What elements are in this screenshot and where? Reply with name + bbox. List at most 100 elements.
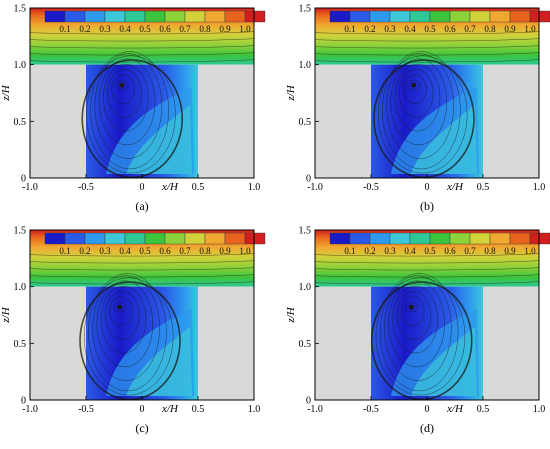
colorbar-swatch <box>489 10 511 23</box>
streamline <box>379 273 459 392</box>
x-tick-label: -0.5 <box>78 182 94 193</box>
colorbar-swatch <box>224 232 246 245</box>
panel-d: 0.1 0.2 0.3 0.4 0.5 0.6 0.7 0.8 0.9 1.0 -1.0 -0.5 0 0… <box>285 226 550 435</box>
streamline <box>29 260 255 264</box>
x-axis-label: x/H <box>161 181 179 193</box>
x-tick-label: 1.0 <box>533 404 546 415</box>
colorbar-tick-label: 0.2 <box>79 246 90 256</box>
streamline <box>96 280 154 368</box>
panel-label: (d) <box>420 421 434 435</box>
colorbar-swatch <box>469 232 491 245</box>
colorbar-tick-label: 0.3 <box>384 24 396 34</box>
streamline <box>388 280 445 368</box>
colorbar-tick-label: 0.5 <box>139 246 151 256</box>
colorbar-swatch <box>144 10 166 23</box>
colorbar-swatch <box>449 232 471 245</box>
left-building <box>30 64 86 178</box>
colorbar-swatch <box>224 10 246 23</box>
colorbar-swatch <box>449 10 471 23</box>
y-axis-label: z/H <box>0 306 12 323</box>
streamline <box>107 69 142 118</box>
streamline <box>88 273 167 392</box>
colorbar-swatch <box>244 10 266 23</box>
streamline <box>398 69 434 118</box>
y-tick-label: 1.5 <box>14 226 27 237</box>
colorbar-tick-label: 0.1 <box>344 24 355 34</box>
streamline <box>86 55 176 174</box>
streamline <box>370 281 473 401</box>
streamline <box>79 281 181 401</box>
streamline <box>104 291 140 340</box>
colorbar-tick-label: 0.3 <box>99 24 111 34</box>
vortex-center-marker <box>411 82 417 88</box>
colorbar-swatch <box>329 10 351 23</box>
streamline <box>373 59 475 179</box>
streamline <box>29 59 255 63</box>
y-tick-label: 1.0 <box>14 282 27 293</box>
panel-c: 0.1 0.2 0.3 0.4 0.5 0.6 0.7 0.8 0.9 1.0 -1.0 -0.5 0 0… <box>0 226 266 435</box>
streamline <box>111 74 135 105</box>
streamline <box>29 38 255 42</box>
streamline <box>29 45 255 49</box>
colorbar-swatch <box>329 232 351 245</box>
colorbar-swatch <box>84 232 106 245</box>
streamline <box>29 31 255 35</box>
x-tick-label: 0 <box>140 182 145 193</box>
y-tick-label: 0.5 <box>14 117 27 128</box>
streamline <box>377 55 468 174</box>
streamline <box>113 301 126 313</box>
canyon-contour-band <box>126 326 192 396</box>
canyon-contour-band <box>126 104 192 174</box>
colorbar-tick-label: 0.6 <box>159 246 171 256</box>
right-building <box>483 286 539 400</box>
streamline <box>29 253 255 257</box>
x-tick-label: -1.0 <box>22 182 38 193</box>
colorbar-tick-label: 0.8 <box>199 246 211 256</box>
streamline <box>314 260 540 264</box>
colorbar-swatch <box>84 10 106 23</box>
colorbar-swatch <box>104 232 126 245</box>
y-tick-label: 1.5 <box>14 4 27 15</box>
colorbar-tick-label: 0.3 <box>99 246 111 256</box>
colorbar-swatch <box>529 10 550 23</box>
canyon-contour-band <box>411 104 477 174</box>
colorbar-tick-label: 0.4 <box>404 246 416 256</box>
colorbar-tick-label: 1.0 <box>524 246 536 256</box>
panel-a: 0.1 0.2 0.3 0.4 0.5 0.6 0.7 0.8 0.9 1.0 -1.0 -0.5 0 0… <box>0 4 266 213</box>
colorbar-swatch <box>44 10 66 23</box>
streamline <box>396 291 432 340</box>
colorbar-tick-label: 0.6 <box>444 24 456 34</box>
y-tick-label: 0.5 <box>299 339 312 350</box>
colorbar-swatch <box>389 10 411 23</box>
x-axis-label: x/H <box>446 403 464 415</box>
colorbar-tick-label: 0.3 <box>384 246 396 256</box>
streamline <box>94 53 163 159</box>
y-tick-label: 0 <box>21 174 26 185</box>
streamline <box>394 63 441 132</box>
colorbar-tick-label: 0.2 <box>79 24 90 34</box>
right-building <box>198 286 254 400</box>
streamline <box>405 301 418 313</box>
x-tick-label: 1.0 <box>248 182 261 193</box>
x-tick-label: 0 <box>425 182 430 193</box>
streamline <box>92 275 160 381</box>
colorbar-swatch <box>124 10 146 23</box>
colorbar-swatch <box>64 232 86 245</box>
streamline <box>392 285 438 354</box>
colorbar-swatch <box>509 232 531 245</box>
y-tick-label: 1.5 <box>299 226 312 237</box>
x-tick-label: -1.0 <box>22 404 38 415</box>
streamline <box>29 274 255 278</box>
panel-label: (a) <box>135 199 148 213</box>
x-tick-label: 1.0 <box>533 182 546 193</box>
panel-label: (b) <box>420 199 434 213</box>
vortex-center-marker <box>117 304 123 310</box>
y-tick-label: 0.5 <box>299 117 312 128</box>
left-building <box>315 64 371 178</box>
streamline <box>98 58 156 146</box>
colorbar-swatch <box>409 232 431 245</box>
colorbar-swatch <box>489 232 511 245</box>
colorbar-swatch <box>184 10 206 23</box>
colorbar-swatch <box>124 232 146 245</box>
